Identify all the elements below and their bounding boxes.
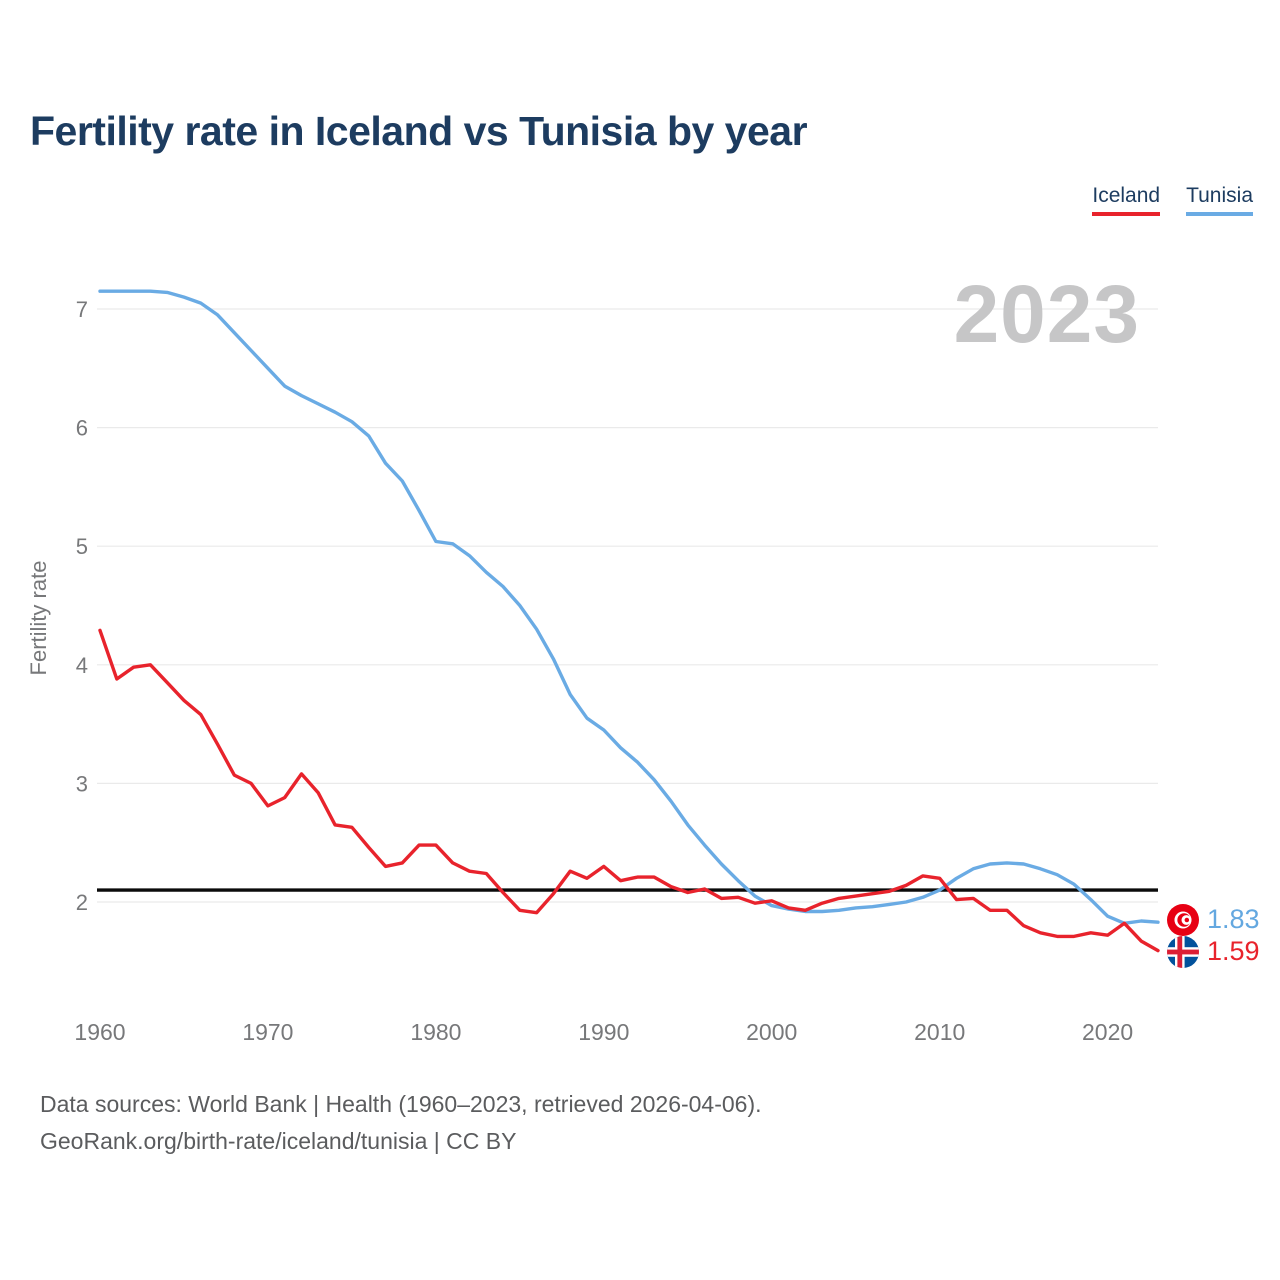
end-value-iceland: 1.59 — [1207, 936, 1260, 966]
legend-item-iceland[interactable]: Iceland — [1092, 184, 1161, 216]
y-tick-label: 6 — [76, 416, 88, 441]
x-tick-label: 2000 — [746, 1019, 797, 1045]
end-value-tunisia: 1.83 — [1207, 904, 1260, 934]
x-tick-label: 1960 — [74, 1019, 125, 1045]
footer-attribution-line: GeoRank.org/birth-rate/iceland/tunisia |… — [40, 1128, 517, 1154]
x-tick-label: 1990 — [578, 1019, 629, 1045]
y-tick-label: 7 — [76, 297, 88, 322]
y-tick-label: 5 — [76, 534, 88, 559]
gridlines — [97, 308, 1158, 903]
series-line-iceland — [98, 628, 1160, 953]
y-tick-labels: 2 3 4 5 6 7 — [76, 297, 88, 915]
y-tick-label: 2 — [76, 890, 88, 915]
footer: Data sources: World Bank | Health (1960–… — [40, 1086, 762, 1160]
series-line-tunisia — [98, 289, 1160, 925]
x-tick-label: 1980 — [410, 1019, 461, 1045]
x-tick-label: 2020 — [1082, 1019, 1133, 1045]
x-tick-label: 2010 — [914, 1019, 965, 1045]
page-title: Fertility rate in Iceland vs Tunisia by … — [30, 108, 808, 154]
y-axis-title: Fertility rate — [26, 561, 51, 676]
series-lines — [98, 289, 1160, 953]
footer-source-line: Data sources: World Bank | Health (1960–… — [40, 1091, 762, 1117]
x-tick-label: 1970 — [242, 1019, 293, 1045]
iceland-flag-icon — [1167, 936, 1199, 968]
tunisia-flag-icon — [1167, 904, 1199, 936]
legend: Iceland Tunisia — [1092, 184, 1253, 216]
y-tick-label: 3 — [76, 771, 88, 796]
watermark-year: 2023 — [953, 269, 1140, 360]
y-tick-label: 4 — [76, 653, 88, 678]
x-tick-labels: 1960 1970 1980 1990 2000 2010 2020 — [74, 1019, 1133, 1045]
legend-item-tunisia[interactable]: Tunisia — [1186, 184, 1253, 216]
